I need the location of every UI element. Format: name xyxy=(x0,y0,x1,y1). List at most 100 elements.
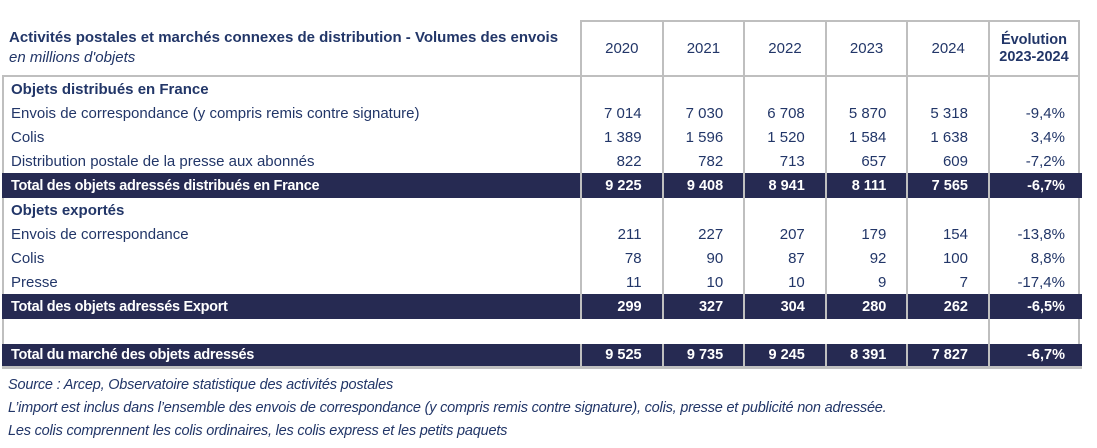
row-label: Envois de correspondance (y compris remi… xyxy=(2,101,580,125)
footnote-colis: Les colis comprennent les colis ordinair… xyxy=(8,423,508,439)
table-title-cell: Activités postales et marchés connexes d… xyxy=(2,20,580,77)
data-row: Envois de correspondance (y compris remi… xyxy=(2,101,1082,125)
evolution-cell: -6,7% xyxy=(987,173,1080,198)
data-row: Distribution postale de la presse aux ab… xyxy=(2,149,1082,173)
value-cell: 9 735 xyxy=(661,344,744,366)
value-cell: 9 xyxy=(824,270,907,294)
value-cell xyxy=(824,198,907,222)
spacer-row xyxy=(2,319,1082,344)
value-cell: 87 xyxy=(743,246,825,270)
value-cell: 9 525 xyxy=(580,344,662,366)
row-label: Objets exportés xyxy=(2,198,580,222)
value-cell: 7 565 xyxy=(906,173,988,198)
evolution-cell: 3,4% xyxy=(987,125,1080,149)
value-cell: 8 391 xyxy=(824,344,907,366)
evolution-header-line1: Évolution xyxy=(1000,31,1067,48)
value-cell: 154 xyxy=(906,222,988,246)
evolution-cell: -9,4% xyxy=(987,101,1080,125)
value-cell: 11 xyxy=(580,270,662,294)
value-cell: 10 xyxy=(743,270,825,294)
value-cell: 609 xyxy=(906,149,988,173)
total-row: Total des objets adressés Export 299 327 30… xyxy=(2,294,1082,319)
evolution-cell: -7,2% xyxy=(987,149,1080,173)
table-subtitle: en millions d'objets xyxy=(9,48,136,66)
value-cell xyxy=(580,198,662,222)
evolution-cell xyxy=(987,319,1080,344)
value-cell xyxy=(661,77,744,101)
evolution-cell: -13,8% xyxy=(987,222,1080,246)
column-header-2020: 2020 xyxy=(580,20,662,77)
row-label: Total des objets adressés Export xyxy=(2,294,580,319)
value-cell: 7 014 xyxy=(580,101,662,125)
section-row: Objets distribués en France xyxy=(2,77,1082,101)
evolution-cell: -6,5% xyxy=(987,294,1080,319)
value-cell xyxy=(743,198,825,222)
row-label xyxy=(2,319,580,344)
value-cell: 90 xyxy=(661,246,744,270)
table-body: Objets distribués en France Envois de cor… xyxy=(2,77,1082,369)
footnote-source: Source : Arcep, Observatoire statistique… xyxy=(8,377,393,393)
value-cell xyxy=(906,77,988,101)
value-cell: 227 xyxy=(661,222,744,246)
value-cell: 78 xyxy=(580,246,662,270)
value-cell: 822 xyxy=(580,149,662,173)
row-label: Total des objets adressés distribués en … xyxy=(2,173,580,198)
value-cell: 92 xyxy=(824,246,907,270)
value-cell: 1 596 xyxy=(661,125,744,149)
value-cell xyxy=(906,319,988,344)
evolution-cell xyxy=(987,198,1080,222)
value-cell: 7 xyxy=(906,270,988,294)
value-cell xyxy=(662,319,744,344)
row-label: Distribution postale de la presse aux ab… xyxy=(2,149,580,173)
value-cell: 7 030 xyxy=(661,101,744,125)
evolution-header-line2: 2023-2024 xyxy=(999,48,1069,65)
postal-volumes-table: Activités postales et marchés connexes d… xyxy=(2,20,1082,369)
column-header-2022: 2022 xyxy=(743,20,825,77)
value-cell xyxy=(825,319,907,344)
value-cell: 713 xyxy=(743,149,825,173)
column-header-2021: 2021 xyxy=(661,20,744,77)
value-cell: 657 xyxy=(824,149,907,173)
evolution-cell xyxy=(987,77,1080,101)
value-cell: 1 389 xyxy=(580,125,662,149)
value-cell xyxy=(743,319,825,344)
value-cell xyxy=(580,77,662,101)
value-cell: 1 520 xyxy=(743,125,825,149)
table-header-row: Activités postales et marchés connexes d… xyxy=(2,20,1082,77)
row-label: Colis xyxy=(2,246,580,270)
section-row: Objets exportés xyxy=(2,198,1082,222)
column-header-2023: 2023 xyxy=(824,20,907,77)
value-cell: 262 xyxy=(906,294,988,319)
column-header-2024: 2024 xyxy=(906,20,988,77)
column-header-evolution: Évolution 2023-2024 xyxy=(987,20,1080,77)
total-row: Total des objets adressés distribués en … xyxy=(2,173,1082,198)
value-cell xyxy=(661,198,744,222)
footnote-import: L’import est inclus dans l’ensemble des … xyxy=(8,400,887,416)
evolution-cell: -6,7% xyxy=(987,344,1080,366)
value-cell: 6 708 xyxy=(743,101,825,125)
footnotes: Source : Arcep, Observatoire statistique… xyxy=(8,374,1088,443)
value-cell: 179 xyxy=(824,222,907,246)
data-row: Colis 1 389 1 596 1 520 1 584 1 638 3,4% xyxy=(2,125,1082,149)
value-cell: 304 xyxy=(743,294,825,319)
table-title: Activités postales et marchés connexes d… xyxy=(9,28,559,46)
row-label: Total du marché des objets adressés xyxy=(2,344,580,366)
evolution-cell: -17,4% xyxy=(987,270,1080,294)
value-cell: 9 408 xyxy=(661,173,744,198)
value-cell xyxy=(824,77,907,101)
value-cell: 280 xyxy=(824,294,907,319)
value-cell: 782 xyxy=(661,149,744,173)
value-cell: 100 xyxy=(906,246,988,270)
value-cell: 9 245 xyxy=(743,344,825,366)
value-cell: 7 827 xyxy=(906,344,988,366)
value-cell: 8 111 xyxy=(824,173,907,198)
value-cell: 1 638 xyxy=(906,125,988,149)
value-cell: 327 xyxy=(661,294,744,319)
value-cell: 8 941 xyxy=(743,173,825,198)
evolution-cell: 8,8% xyxy=(987,246,1080,270)
value-cell: 5 870 xyxy=(824,101,907,125)
data-row: Presse 11 10 10 9 7 -17,4% xyxy=(2,270,1082,294)
value-cell: 299 xyxy=(580,294,662,319)
value-cell: 207 xyxy=(743,222,825,246)
row-label: Colis xyxy=(2,125,580,149)
